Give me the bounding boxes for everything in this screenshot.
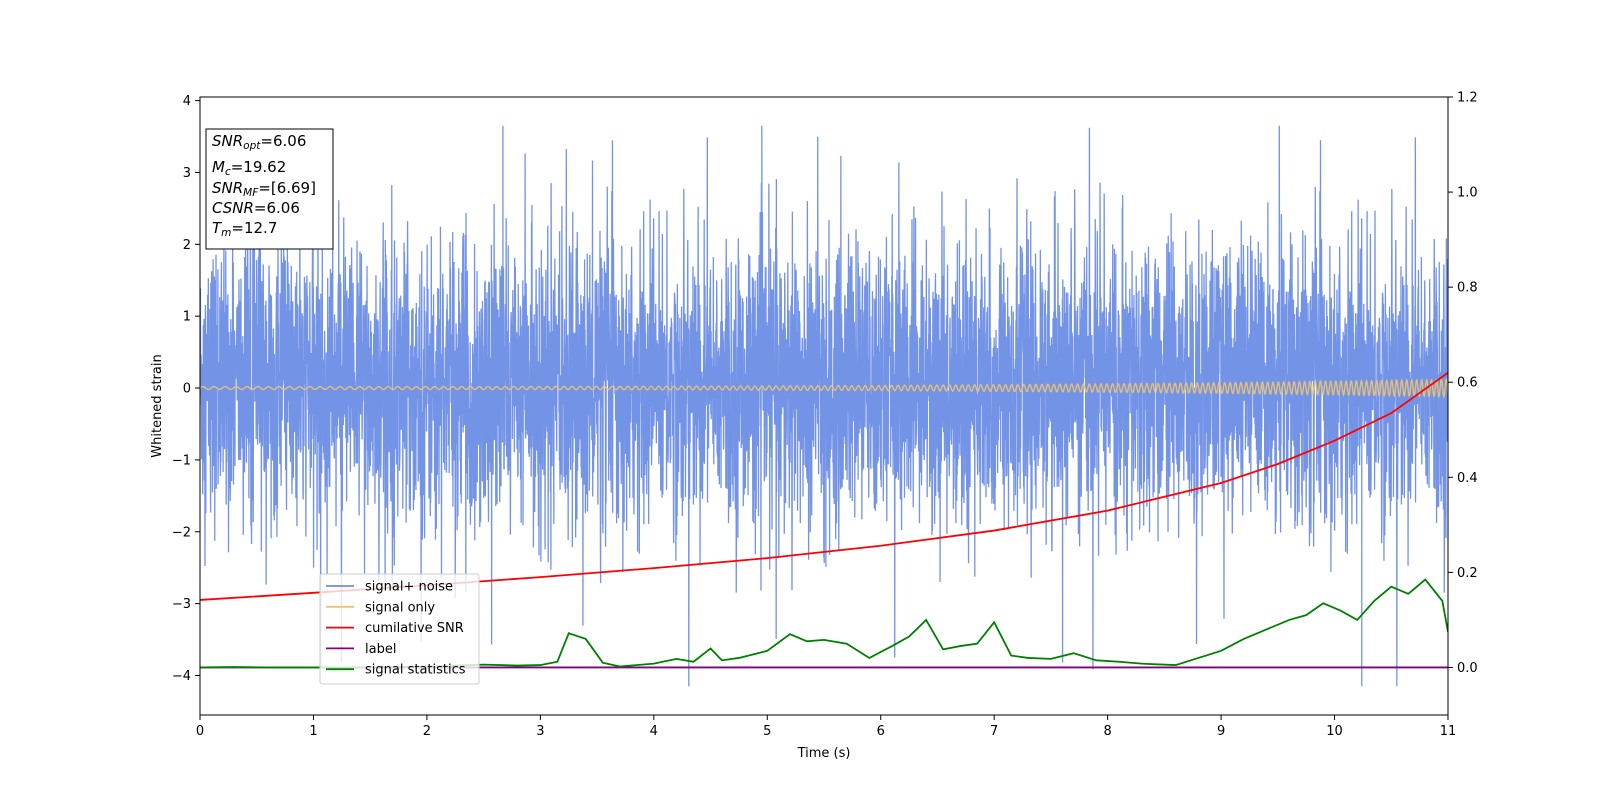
- x-tick-label: 0: [196, 724, 204, 739]
- y-tick-label: 3: [183, 166, 191, 181]
- y-tick-label: −4: [172, 669, 191, 684]
- series-line-signal-noise: [200, 125, 1448, 687]
- series-line-signal-statistics: [200, 578, 1448, 669]
- y2-tick-label: 0.4: [1457, 471, 1478, 486]
- plot-frame: [199, 96, 1449, 716]
- x-tick-label: 5: [763, 724, 771, 739]
- y-tick-label: 0: [183, 382, 191, 397]
- legend-label: signal statistics: [365, 663, 466, 678]
- info-box-line: CSNR=6.06: [212, 199, 300, 217]
- y-axis-label: Whitened strain: [150, 354, 165, 457]
- y2-tick-label: 0.6: [1457, 376, 1478, 391]
- x-tick-label: 10: [1326, 724, 1343, 739]
- info-box: SNRopt=6.06 Mc=19.62SNRMF=[6.69]CSNR=6.06…: [205, 128, 334, 250]
- info-box-line: SNRMF=[6.69]: [212, 179, 316, 199]
- x-axis-label: Time (s): [797, 746, 851, 761]
- x-tick-label: 3: [536, 724, 544, 739]
- info-box-line: Tm=12.7: [212, 219, 277, 239]
- legend-label: label: [365, 642, 396, 657]
- y-tick-label: 4: [183, 94, 191, 109]
- legend-label: signal+ noise: [365, 580, 453, 595]
- legend-label: cumilative SNR: [365, 621, 464, 636]
- y-tick-label: 2: [183, 238, 191, 253]
- series-line-signal-only: [200, 377, 1448, 399]
- y-tick-label: −1: [172, 453, 191, 468]
- info-box-frame: [205, 128, 334, 250]
- series-layer: [200, 125, 1448, 687]
- legend-box: [319, 573, 480, 685]
- x-tick-label: 2: [423, 724, 431, 739]
- x-tick-label: 4: [650, 724, 658, 739]
- legend: signal+ noise signal only cumilative SNR la…: [319, 573, 480, 685]
- y2-tick-label: 1.0: [1457, 186, 1478, 201]
- y2-tick-label: 0.2: [1457, 566, 1478, 581]
- x-tick-label: 9: [1217, 724, 1225, 739]
- y-tick-label: 1: [183, 310, 191, 325]
- y2-tick-label: 0.8: [1457, 281, 1478, 296]
- legend-label: signal only: [365, 600, 435, 615]
- y-tick-label: −3: [172, 597, 191, 612]
- y-tick-label: −2: [172, 525, 191, 540]
- x-tick-label: 1: [309, 724, 317, 739]
- x-tick-label: 8: [1103, 724, 1111, 739]
- axes-layer: 0 1 2 3 4 5 6 7 8 9 10 11 −4 −3 −2 −1 0 1 2 3 4 0.0 0.2 0.4 0.6 0…: [172, 91, 1478, 740]
- x-tick-label: 6: [877, 724, 885, 739]
- info-box-line: SNRopt=6.06: [212, 132, 306, 152]
- x-tick-label: 7: [990, 724, 998, 739]
- y2-tick-label: 0.0: [1457, 661, 1478, 676]
- x-tick-label: 11: [1440, 724, 1457, 739]
- y2-tick-label: 1.2: [1457, 91, 1478, 106]
- info-box-line: Mc=19.62: [212, 158, 286, 178]
